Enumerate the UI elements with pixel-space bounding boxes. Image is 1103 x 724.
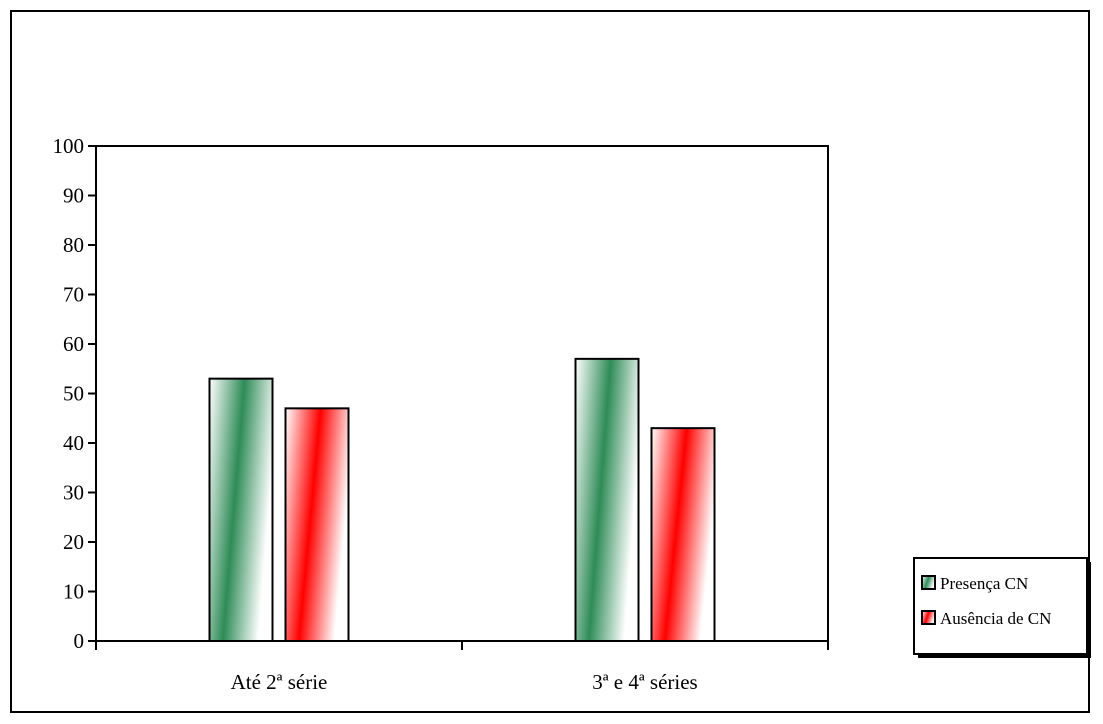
y-tick-label: 0 (74, 629, 85, 653)
bar-presenca-2 (574, 357, 640, 642)
legend-swatch (921, 575, 936, 590)
bars (208, 357, 716, 642)
y-tick-label: 20 (63, 530, 84, 554)
legend: Presença CN Ausência de CN (913, 557, 1091, 658)
x-category-label: 3ª e 4ª séries (592, 670, 697, 694)
axes (88, 145, 829, 650)
axis-labels: 0 10 20 30 40 50 60 70 80 90 100 Até 2ª série 3ª e 4… (53, 134, 698, 694)
bar-ausencia-1 (284, 407, 350, 642)
legend-label: Presença CN (940, 574, 1028, 593)
y-tick-label: 100 (53, 134, 85, 158)
y-tick-label: 60 (63, 332, 84, 356)
legend-label: Ausência de CN (940, 609, 1051, 628)
legend-box (913, 557, 1088, 655)
bar-presenca-1 (208, 377, 274, 642)
y-tick-label: 10 (63, 580, 84, 604)
y-tick-label: 70 (63, 283, 84, 307)
chart-frame (10, 10, 1090, 713)
y-tick-label: 40 (63, 431, 84, 455)
y-tick-label: 50 (63, 382, 84, 406)
legend-swatch (921, 610, 936, 625)
y-tick-label: 80 (63, 233, 84, 257)
y-tick-label: 90 (63, 184, 84, 208)
plot-area (95, 145, 829, 642)
x-category-label: Até 2ª série (231, 670, 328, 694)
y-tick-label: 30 (63, 481, 84, 505)
bar-ausencia-2 (650, 427, 716, 642)
